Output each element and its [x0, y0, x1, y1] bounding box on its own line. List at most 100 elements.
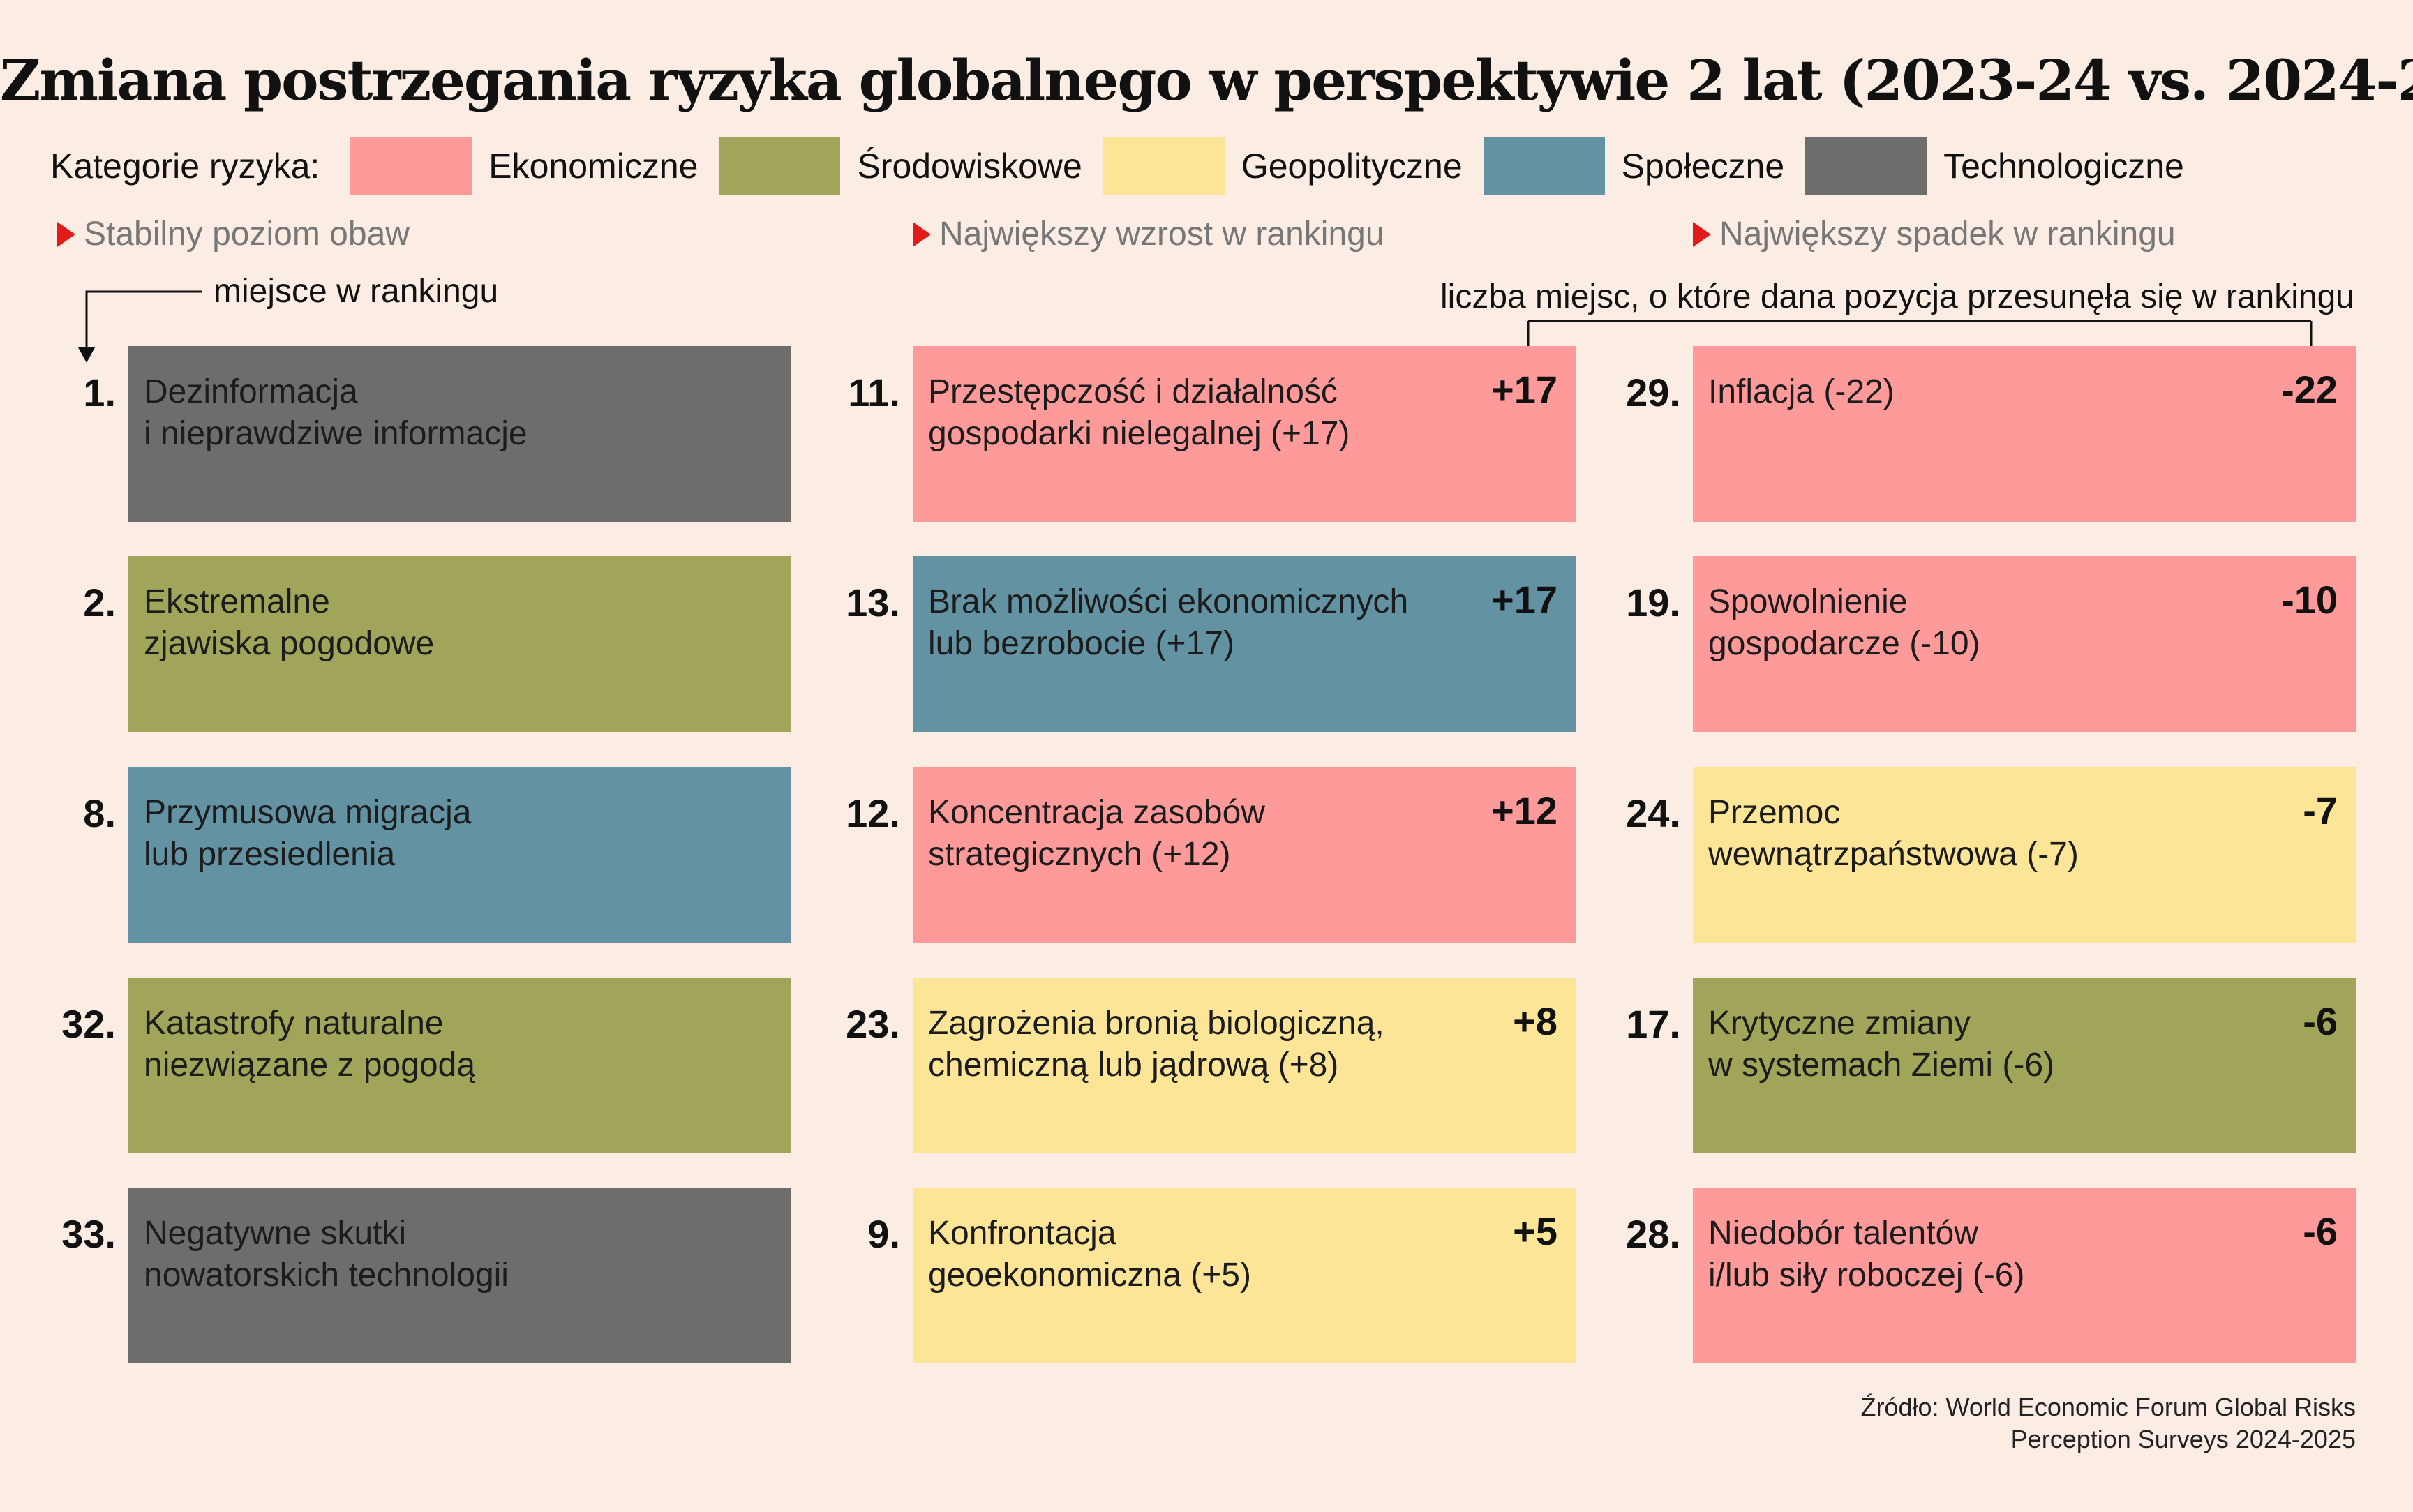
source-line-2: Perception Surveys 2024-2025 — [2010, 1425, 2356, 1453]
rank-change: +17 — [1491, 368, 1557, 412]
risk-label: Przestępczość i działalność gospodarki ni… — [928, 371, 1350, 455]
risk-label-line-2: gospodarcze (-10) — [1708, 625, 1980, 662]
risk-label-line-2: wewnątrzpaństwowa (-7) — [1708, 836, 2079, 873]
risk-label: Inflacja (-22) — [1708, 371, 1895, 413]
rank-number: 17. — [1626, 1002, 1680, 1046]
risk-label-line-2: lub bezrobocie (+17) — [928, 625, 1234, 662]
red-triangle-icon — [1693, 221, 1711, 247]
rank-number: 1. — [83, 370, 116, 414]
rank-change: -10 — [2281, 578, 2338, 622]
risk-label-line-1: Negatywne skutki — [144, 1215, 407, 1252]
rank-number: 29. — [1626, 370, 1680, 414]
risk-label-line-1: Zagrożenia bronią biologiczną, — [928, 1005, 1384, 1042]
rank-change: +12 — [1491, 788, 1557, 832]
risk-box: Spowolnienie gospodarcze (-10) -10 — [1693, 556, 2356, 732]
rank-number: 28. — [1626, 1212, 1680, 1256]
rank-change: -22 — [2281, 368, 2338, 412]
column-header-label: Największy spadek w rankingu — [1719, 216, 2176, 253]
risk-box: Katastrofy naturalne niezwiązane z pogodą — [128, 978, 791, 1153]
risk-label: Dezinformacja i nieprawdziwe informacje — [144, 371, 528, 455]
risk-label: Konfrontacja geoekonomiczna (+5) — [928, 1213, 1251, 1296]
category-legend: Kategorie ryzyka: Ekonomiczne Środowisko… — [50, 137, 2205, 195]
risk-box: Koncentracja zasobów strategicznych (+12)… — [913, 767, 1576, 943]
risk-box: Negatywne skutki nowatorskich technologii — [128, 1188, 791, 1363]
infographic-title: Zmiana postrzegania ryzyka globalnego w … — [0, 47, 2413, 113]
legend-swatch-ekonomiczne — [350, 137, 472, 195]
risk-label-line-2: niezwiązane z pogodą — [144, 1047, 476, 1084]
legend-label: Kategorie ryzyka: — [50, 147, 320, 186]
risk-label-line-1: Spowolnienie — [1708, 583, 1908, 620]
risk-label: Brak możliwości ekonomicznych lub bezrobo… — [928, 581, 1408, 665]
risk-label: Katastrofy naturalne niezwiązane z pogodą — [144, 1003, 475, 1086]
risk-label-line-2: nowatorskich technologii — [144, 1257, 509, 1294]
source-line-1: Źródło: World Economic Forum Global Risk… — [1860, 1393, 2356, 1421]
rank-number: 13. — [846, 581, 900, 624]
risk-label-line-2: chemiczną lub jądrową (+8) — [928, 1047, 1339, 1084]
legend-name-ekonomiczne: Ekonomiczne — [488, 147, 698, 186]
source-note: Źródło: World Economic Forum Global Risk… — [1860, 1391, 2356, 1455]
risk-label-line-1: Przestępczość i działalność — [928, 373, 1338, 410]
risk-label: Krytyczne zmiany w systemach Ziemi (-6) — [1708, 1003, 2054, 1086]
rank-number: 32. — [61, 1002, 116, 1046]
risk-label-line-2: w systemach Ziemi (-6) — [1708, 1047, 2055, 1084]
risk-label-line-1: Konfrontacja — [928, 1215, 1116, 1252]
risk-label-line-1: Krytyczne zmiany — [1708, 1005, 1971, 1042]
column-header-label: Stabilny poziom obaw — [84, 216, 410, 253]
rank-number: 24. — [1626, 791, 1680, 835]
risk-label-line-2: lub przesiedlenia — [144, 836, 396, 873]
rank-change: +17 — [1491, 578, 1557, 622]
rank-number: 23. — [846, 1002, 900, 1046]
legend-swatch-spoleczne — [1483, 137, 1605, 195]
rank-change: -6 — [2303, 999, 2338, 1043]
legend-swatch-srodowiskowe — [719, 137, 841, 195]
rank-change: -6 — [2303, 1209, 2338, 1253]
column-header-increase: Największy wzrost w rankingu — [913, 215, 1384, 253]
column-header-label: Największy wzrost w rankingu — [939, 216, 1384, 253]
risk-box: Ekstremalne zjawiska pogodowe — [128, 556, 791, 732]
risk-box: Brak możliwości ekonomicznych lub bezrobo… — [913, 556, 1576, 732]
legend-swatch-geopolityczne — [1103, 137, 1225, 195]
rank-number: 11. — [848, 370, 900, 414]
red-triangle-icon — [57, 221, 75, 247]
risk-label-line-1: Brak możliwości ekonomicznych — [928, 583, 1409, 620]
rank-note: miejsce w rankingu — [214, 273, 499, 310]
legend-name-spoleczne: Społeczne — [1621, 147, 1785, 186]
rank-change: -7 — [2303, 788, 2338, 832]
risk-label: Negatywne skutki nowatorskich technologii — [144, 1213, 509, 1296]
column-header-stable: Stabilny poziom obaw — [57, 215, 410, 253]
risk-label: Niedobór talentów i/lub siły roboczej (-6… — [1708, 1213, 2024, 1296]
legend-swatch-technologiczne — [1805, 137, 1927, 195]
risk-label-line-1: Ekstremalne — [144, 583, 330, 620]
risk-label: Zagrożenia bronią biologiczną, chemiczną … — [928, 1003, 1384, 1086]
risk-label-line-1: Dezinformacja — [144, 373, 358, 410]
rank-number: 8. — [83, 791, 116, 835]
risk-label-line-2: i/lub siły roboczej (-6) — [1708, 1257, 2025, 1294]
rank-change: +5 — [1513, 1209, 1557, 1253]
risk-box: Przemoc wewnątrzpaństwowa (-7) -7 — [1693, 767, 2356, 943]
risk-label: Spowolnienie gospodarcze (-10) — [1708, 581, 1980, 665]
risk-box: Przymusowa migracja lub przesiedlenia — [128, 767, 791, 943]
rank-number: 12. — [846, 791, 900, 835]
risk-label-line-1: Przymusowa migracja — [144, 794, 472, 831]
risk-box: Krytyczne zmiany w systemach Ziemi (-6) -6 — [1693, 978, 2356, 1153]
rank-number: 2. — [83, 581, 116, 624]
risk-box: Niedobór talentów i/lub siły roboczej (-6… — [1693, 1188, 2356, 1363]
legend-name-geopolityczne: Geopolityczne — [1241, 147, 1463, 186]
change-note: liczba miejsc, o które dana pozycja prze… — [1440, 278, 2354, 315]
rank-change: +8 — [1513, 999, 1557, 1043]
risk-box: Przestępczość i działalność gospodarki ni… — [913, 346, 1576, 522]
risk-label-line-1: Przemoc — [1708, 794, 1841, 831]
risk-box: Konfrontacja geoekonomiczna (+5) +5 — [913, 1188, 1576, 1363]
rank-number: 19. — [1626, 581, 1680, 624]
risk-label-line-1: Katastrofy naturalne — [144, 1005, 444, 1042]
risk-label-line-1: Niedobór talentów — [1708, 1215, 1978, 1252]
risk-label: Ekstremalne zjawiska pogodowe — [144, 581, 434, 665]
risk-label-line-1: Koncentracja zasobów — [928, 794, 1265, 831]
risk-label: Koncentracja zasobów strategicznych (+12) — [928, 792, 1265, 876]
rank-note-arrow — [85, 290, 202, 350]
rank-number: 9. — [867, 1212, 900, 1256]
column-header-decrease: Największy spadek w rankingu — [1693, 215, 2176, 253]
risk-label-line-2: zjawiska pogodowe — [144, 625, 435, 662]
arrowhead-icon — [78, 347, 95, 363]
risk-label-line-2: i nieprawdziwe informacje — [144, 415, 528, 452]
